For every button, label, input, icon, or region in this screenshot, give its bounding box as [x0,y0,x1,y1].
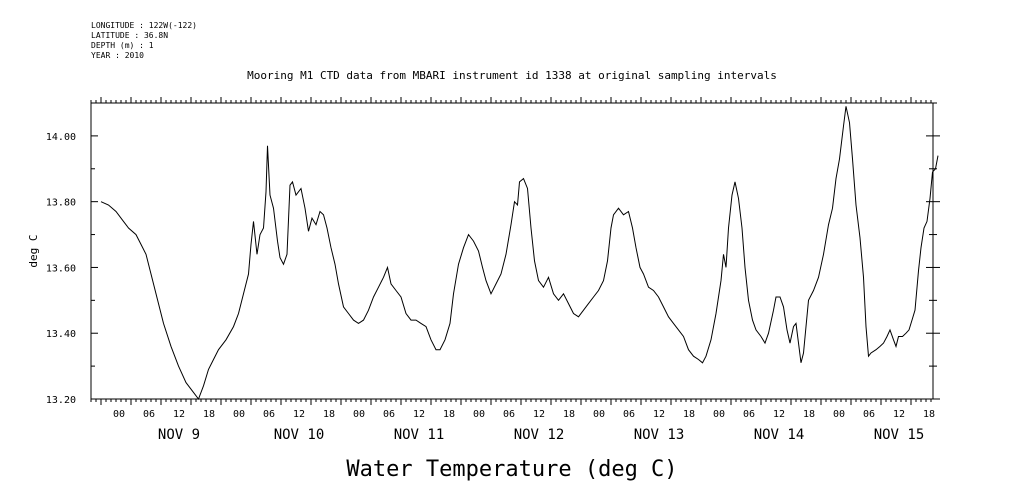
x-day-label: NOV 12 [514,427,565,443]
x-hour-tick-label: 00 [353,409,365,420]
y-tick-label: 13.60 [46,263,76,274]
x-day-label: NOV 14 [754,427,805,443]
y-tick-label: 13.20 [46,395,76,406]
x-hour-tick-label: 12 [413,409,425,420]
x-hour-tick-label: 12 [173,409,185,420]
y-axis-label: deg C [27,234,40,267]
x-hour-tick-label: 12 [653,409,665,420]
x-hour-tick-label: 06 [143,409,155,420]
chart-title: Mooring M1 CTD data from MBARI instrumen… [247,69,777,82]
x-hour-tick-label: 06 [503,409,515,420]
latitude-label: LATITUDE : 36.8N [91,31,169,40]
x-day-label: NOV 15 [874,427,925,443]
axis-ticks [90,97,940,405]
x-day-label: NOV 9 [158,427,200,443]
x-hour-tick-label: 18 [443,409,455,420]
x-hour-tick-label: 00 [113,409,125,420]
x-hour-tick-label: 06 [263,409,275,420]
x-hour-tick-label: 00 [713,409,725,420]
x-day-label: NOV 10 [274,427,325,443]
x-hour-tick-label: 18 [323,409,335,420]
x-hour-tick-label: 18 [683,409,695,420]
x-hour-tick-label: 18 [923,409,935,420]
depth-label: DEPTH (m) : 1 [91,41,154,50]
x-day-label: NOV 11 [394,427,445,443]
plot-frame [90,102,934,400]
metadata-block: LONGITUDE : 122W(-122) LATITUDE : 36.8N … [91,21,197,61]
x-axis-title: Water Temperature (deg C) [346,457,677,482]
x-hour-tick-label: 12 [293,409,305,420]
x-day-label: NOV 13 [634,427,685,443]
longitude-label: LONGITUDE : 122W(-122) [91,21,197,30]
x-hour-tick-label: 06 [383,409,395,420]
x-hour-tick-label: 12 [893,409,905,420]
axis-tick-labels: 00 06 12 18 00 06 12 18 00 06 12 18 00 06 12 18 00 06 12 18… [46,132,935,443]
x-hour-tick-label: 06 [743,409,755,420]
y-tick-label: 13.80 [46,198,76,209]
x-hour-tick-label: 00 [833,409,845,420]
x-hour-tick-label: 18 [203,409,215,420]
x-hour-tick-label: 00 [473,409,485,420]
x-hour-tick-label: 06 [863,409,875,420]
y-tick-label: 13.40 [46,329,76,340]
x-hour-tick-label: 12 [533,409,545,420]
x-hour-tick-label: 12 [773,409,785,420]
x-hour-tick-label: 18 [563,409,575,420]
x-hour-tick-label: 00 [593,409,605,420]
x-hour-tick-label: 00 [233,409,245,420]
temperature-series-line [100,106,939,401]
x-hour-tick-label: 18 [803,409,815,420]
year-label: YEAR : 2010 [91,51,144,60]
y-tick-label: 14.00 [46,132,76,143]
x-hour-tick-label: 06 [623,409,635,420]
